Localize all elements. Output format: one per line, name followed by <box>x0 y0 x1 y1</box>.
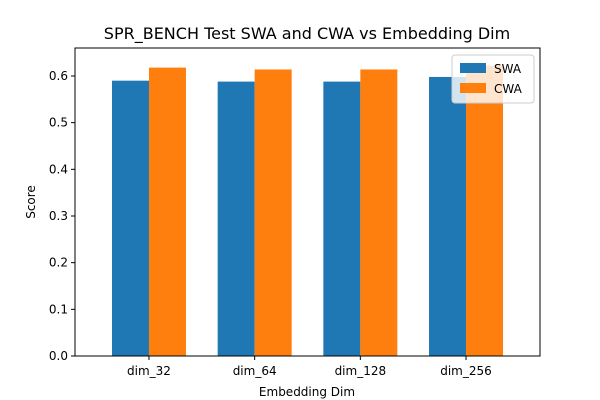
chart-title: SPR_BENCH Test SWA and CWA vs Embedding … <box>104 24 510 44</box>
y-tick-label: 0.6 <box>49 69 68 83</box>
y-tick-label: 0.5 <box>49 116 68 130</box>
bar-swa-dim_256 <box>429 76 467 356</box>
bar-cwa-dim_32 <box>148 67 186 356</box>
plot-frame <box>74 47 541 357</box>
y-tick-label: 0.4 <box>49 162 68 176</box>
y-axis-ticks: 0.0 0.1 0.2 0.3 0.4 0.5 0.6 <box>49 69 75 363</box>
legend-label-cwa: CWA <box>494 82 523 96</box>
x-axis-ticks: dim_32 dim_64 dim_128 dim_256 <box>127 356 492 378</box>
bar-swa-dim_32 <box>111 80 149 357</box>
y-tick-label: 0.1 <box>49 302 68 316</box>
y-tick-label: 0.2 <box>49 256 68 270</box>
legend: SWA CWA <box>451 54 535 104</box>
bar-cwa-dim_64 <box>254 69 292 356</box>
bar-swa-dim_64 <box>217 81 255 356</box>
x-tick-label: dim_256 <box>440 364 492 378</box>
legend-label-swa: SWA <box>494 62 522 76</box>
y-tick-label: 0.3 <box>49 209 68 223</box>
bar-cwa-dim_128 <box>360 69 398 356</box>
bar-swa-dim_128 <box>323 81 361 356</box>
bar-cwa-dim_256 <box>466 65 504 356</box>
bars-group <box>111 65 504 357</box>
x-axis-label: Embedding Dim <box>259 385 355 399</box>
x-tick-label: dim_128 <box>335 364 387 378</box>
legend-swatch-swa <box>460 63 486 73</box>
y-tick-label: 0.0 <box>49 349 68 363</box>
x-tick-label: dim_64 <box>233 364 277 378</box>
legend-swatch-cwa <box>460 83 486 93</box>
x-tick-label: dim_32 <box>127 364 171 378</box>
y-axis-label: Score <box>24 185 38 219</box>
